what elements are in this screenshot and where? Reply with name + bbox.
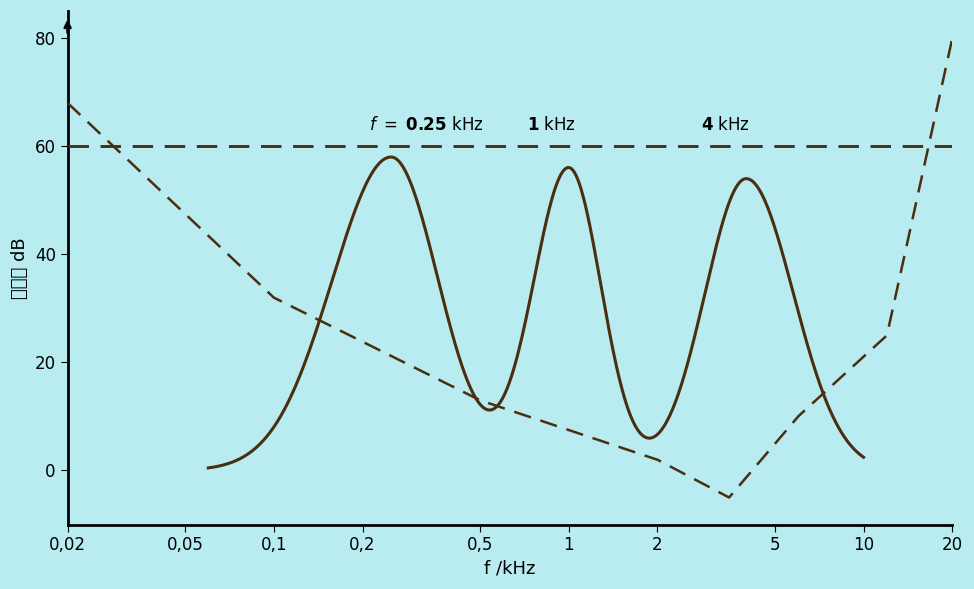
Y-axis label: 声强／ dB: 声强／ dB (11, 237, 29, 299)
Text: $f$ $=$ $\mathbf{0.25}$ kHz: $f$ $=$ $\mathbf{0.25}$ kHz (369, 116, 483, 134)
Text: $\mathbf{4}$ kHz: $\mathbf{4}$ kHz (700, 116, 749, 134)
X-axis label: f /kHz: f /kHz (484, 560, 536, 578)
Text: $\mathbf{1}$ kHz: $\mathbf{1}$ kHz (527, 116, 576, 134)
